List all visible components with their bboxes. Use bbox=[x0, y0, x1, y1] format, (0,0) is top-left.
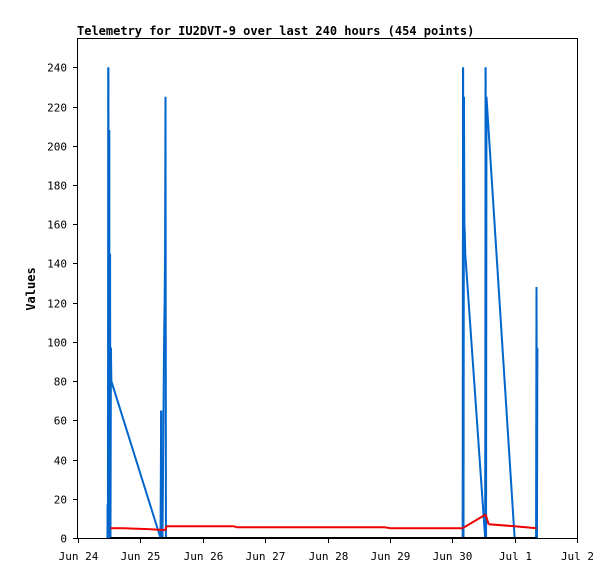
y-tick-label: 80 bbox=[54, 376, 67, 389]
y-tick-label: 60 bbox=[54, 415, 67, 428]
y-tick-label: 120 bbox=[47, 298, 67, 311]
series-1-segment bbox=[164, 526, 168, 531]
y-tick-label: 40 bbox=[54, 455, 67, 468]
y-tick-label: 220 bbox=[47, 102, 67, 115]
series-1-segment bbox=[484, 514, 490, 525]
x-tick-label: Jun 30 bbox=[433, 550, 473, 563]
y-tick-label: 20 bbox=[54, 494, 67, 507]
series-1-segment bbox=[462, 513, 487, 530]
x-tick-label: Jun 25 bbox=[121, 550, 161, 563]
y-tick-label: 240 bbox=[47, 62, 67, 75]
x-tick-label: Jul 2 bbox=[561, 550, 594, 563]
x-tick-label: Jun 27 bbox=[246, 550, 286, 563]
x-tick-label: Jun 28 bbox=[309, 550, 349, 563]
x-tick-label: Jun 29 bbox=[371, 550, 411, 563]
series-1-segment bbox=[148, 528, 166, 532]
data-series-layer bbox=[106, 67, 539, 539]
y-axis-ticks: 0 20 40 60 80 100 120 140 160 180 200 220 240 bbox=[47, 62, 78, 546]
series-0-segment bbox=[485, 96, 516, 539]
y-tick-label: 100 bbox=[47, 337, 67, 350]
series-1-segment bbox=[488, 523, 515, 528]
series-0-segment bbox=[464, 253, 487, 539]
y-tick-label: 140 bbox=[47, 258, 67, 271]
plot-frame bbox=[77, 38, 578, 539]
series-1-segment bbox=[514, 525, 537, 530]
series-0-segment bbox=[161, 381, 165, 539]
series-1 bbox=[110, 513, 537, 532]
chart-title: Telemetry for IU2DVT-9 over last 240 hou… bbox=[77, 24, 474, 38]
series-1-segment bbox=[233, 525, 237, 529]
series-1-segment bbox=[384, 526, 391, 530]
series-0-segment bbox=[110, 380, 162, 539]
x-axis-ticks: Jun 24 Jun 25 Jun 26 Jun 27 Jun 28 Jun 29 Jun … bbox=[59, 538, 594, 563]
x-tick-label: Jul 1 bbox=[499, 550, 532, 563]
series-1-segment bbox=[122, 527, 149, 531]
y-tick-label: 0 bbox=[60, 533, 67, 546]
y-tick-label: 160 bbox=[47, 219, 67, 232]
y-axis-label: Values bbox=[24, 267, 38, 310]
series-0 bbox=[106, 67, 539, 539]
x-tick-label: Jun 26 bbox=[184, 550, 224, 563]
y-tick-label: 200 bbox=[47, 141, 67, 154]
y-tick-label: 180 bbox=[47, 180, 67, 193]
x-tick-label: Jun 24 bbox=[59, 550, 99, 563]
